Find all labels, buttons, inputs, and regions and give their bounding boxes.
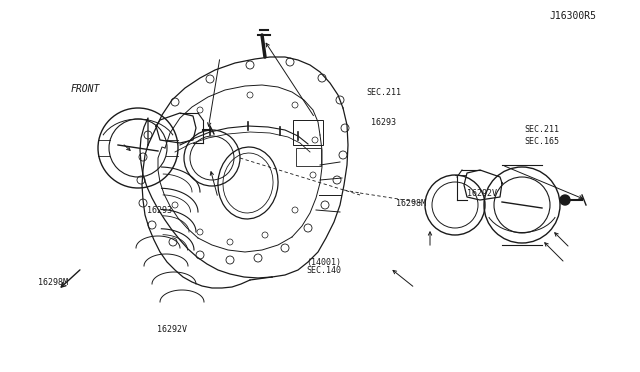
- Text: J16300R5: J16300R5: [549, 11, 596, 20]
- Circle shape: [560, 195, 570, 205]
- Text: SEC.211: SEC.211: [525, 125, 560, 134]
- Text: 16292V: 16292V: [157, 325, 187, 334]
- Text: SEC.165: SEC.165: [525, 137, 560, 146]
- Text: 16293: 16293: [371, 118, 396, 127]
- Text: FRONT: FRONT: [70, 84, 100, 93]
- Text: (14001): (14001): [306, 258, 341, 267]
- Text: 16293: 16293: [147, 206, 172, 215]
- Text: SEC.140: SEC.140: [306, 266, 341, 275]
- Text: 16298M: 16298M: [38, 278, 68, 287]
- Text: 16298M: 16298M: [396, 199, 426, 208]
- Text: SEC.211: SEC.211: [366, 88, 401, 97]
- Text: 16292V: 16292V: [467, 189, 497, 198]
